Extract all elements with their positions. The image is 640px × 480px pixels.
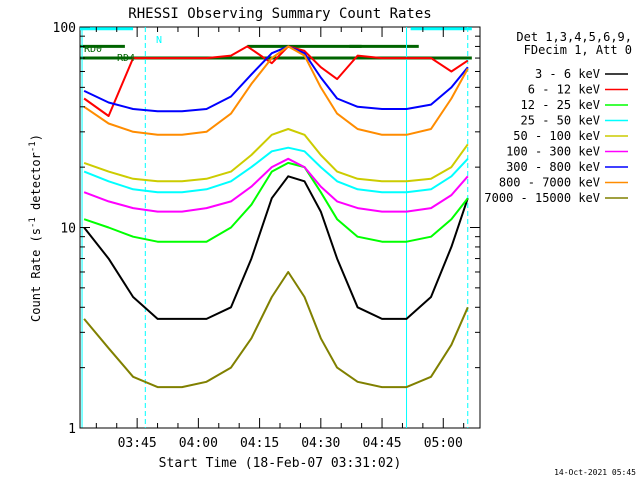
x-tick-label-2: 04:15 — [240, 436, 279, 451]
y-axis-label-sup: -1 — [28, 217, 38, 228]
series-line-8 — [83, 271, 469, 389]
legend-label-8: 7000 - 15000 keV — [484, 191, 600, 205]
y-axis-label-tail: detector — [29, 152, 43, 217]
x-tick-label-0: 03:45 — [118, 436, 157, 451]
legend-label-7: 800 - 7000 keV — [499, 176, 600, 190]
legend-header-line-1: Det 1,3,4,5,6,9, — [516, 30, 632, 44]
y-axis: 1 10 100 — [53, 21, 480, 437]
legend-label-6: 300 - 800 keV — [506, 160, 600, 174]
y-axis-label-close: ) — [29, 134, 43, 141]
chart-title: RHESSI Observing Summary Count Rates — [128, 6, 431, 22]
y-axis-label-main: Count Rate (s — [29, 228, 43, 322]
annotation-n: N — [156, 35, 162, 46]
series-line-0 — [83, 175, 469, 320]
series-line-7 — [83, 45, 469, 136]
y-tick-label-2: 100 — [53, 21, 76, 36]
y-tick-label-0: 1 — [68, 422, 76, 437]
series-line-5 — [83, 157, 469, 213]
legend-label-0: 3 - 6 keV — [535, 67, 600, 81]
y-axis-label-sup2: -1 — [28, 141, 38, 152]
legend-label-5: 100 - 300 keV — [506, 145, 600, 159]
series-line-4 — [83, 128, 469, 183]
x-tick-label-1: 04:00 — [179, 436, 218, 451]
legend-label-2: 12 - 25 keV — [521, 98, 600, 112]
x-axis-label: Start Time (18-Feb-07 03:31:02) — [159, 456, 402, 471]
x-tick-label-5: 05:00 — [424, 436, 463, 451]
annotation-rd4: RD4 — [117, 53, 135, 64]
y-axis-label: Count Rate (s-1 detector-1) — [28, 134, 43, 322]
x-tick-label-4: 04:45 — [362, 436, 401, 451]
series-lines — [83, 45, 469, 389]
annotation-rd0: RD0 — [84, 44, 102, 55]
series-line-2 — [83, 161, 469, 243]
legend-label-3: 25 - 50 keV — [521, 114, 600, 128]
x-axis: 03:45 04:00 04:15 04:30 04:45 05:00 — [95, 27, 465, 451]
y-tick-label-1: 10 — [60, 222, 76, 237]
legend-label-1: 6 - 12 keV — [528, 83, 600, 97]
legend-header-line-2: FDecim 1, Att 0 — [524, 43, 632, 57]
footer-timestamp: 14-Oct-2021 05:45 — [554, 468, 636, 477]
series-line-3 — [83, 146, 469, 194]
legend-label-4: 50 - 100 keV — [513, 129, 600, 143]
x-tick-label-3: 04:30 — [301, 436, 340, 451]
